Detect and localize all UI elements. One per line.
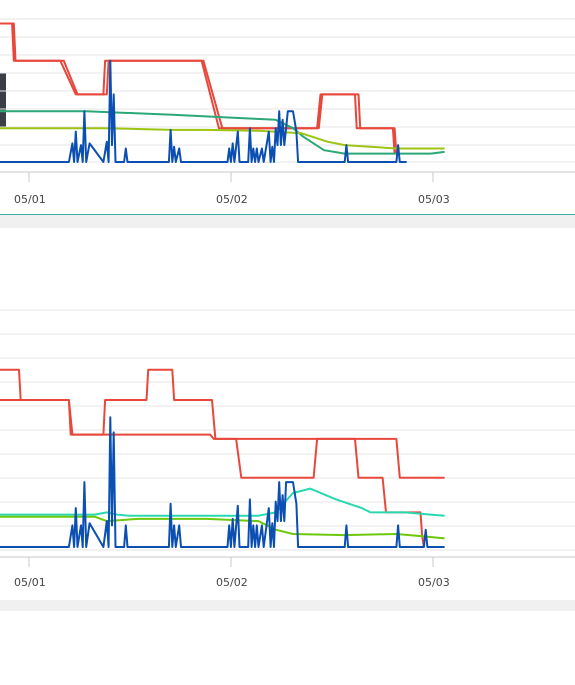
chart-panel-bottom: 05/01 05/02 05/03 [0, 228, 575, 600]
series-line-2 [0, 487, 445, 517]
x-tick-label: 05/03 [418, 576, 450, 589]
series-line-3 [0, 515, 445, 540]
x-tick-label: 05/02 [216, 193, 248, 206]
side-collapse-tab[interactable] [0, 73, 6, 128]
series-line-2 [0, 110, 445, 155]
series-line-4 [0, 59, 407, 163]
x-tick-label: 05/01 [14, 576, 46, 589]
line-chart-top: 05/01 05/02 05/03 [0, 18, 575, 206]
panel-separator-bottom [0, 600, 575, 611]
x-tick-label: 05/02 [216, 576, 248, 589]
line-chart-bottom: 05/01 05/02 05/03 [0, 309, 575, 589]
chart-panel-top: 05/01 05/02 05/03 [0, 0, 575, 215]
series-line-0 [0, 368, 445, 479]
panel-separator [0, 215, 575, 228]
x-tick-label: 05/03 [418, 193, 450, 206]
series-line-0 [0, 22, 396, 154]
series-line-4 [0, 416, 445, 548]
series-line-1 [0, 399, 425, 548]
series-line-1 [0, 22, 398, 154]
x-tick-label: 05/01 [14, 193, 46, 206]
